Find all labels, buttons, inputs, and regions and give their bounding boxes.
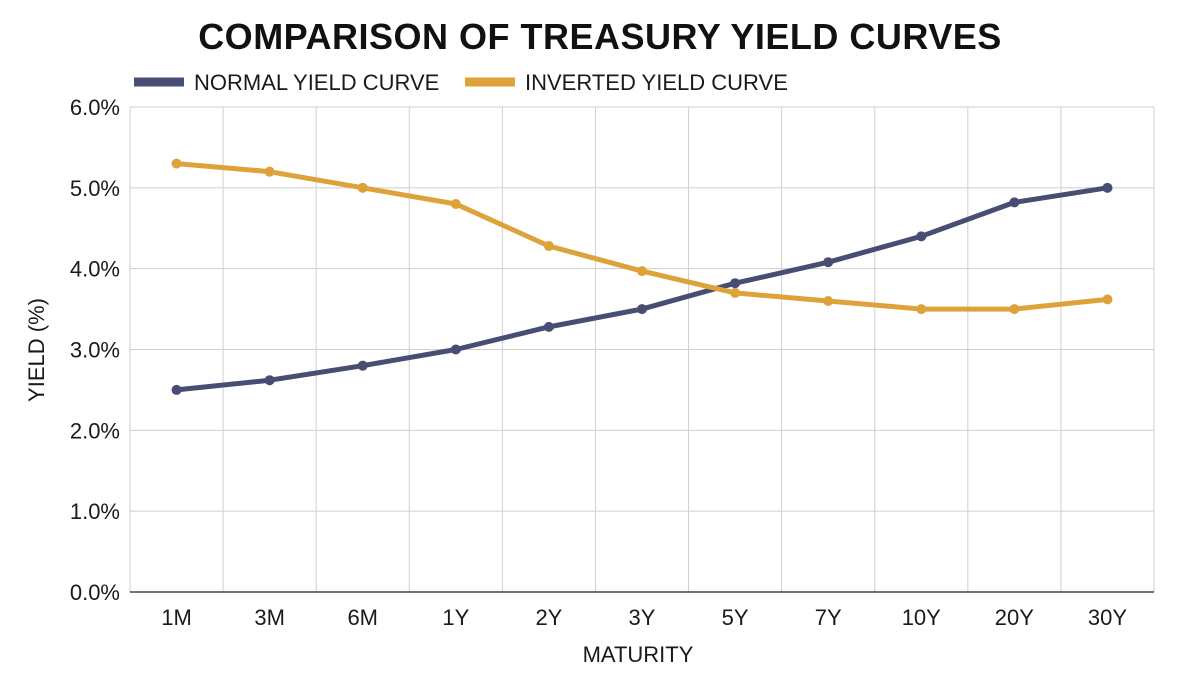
legend: NORMAL YIELD CURVE INVERTED YIELD CURVE [134,70,788,95]
data-point [916,231,927,242]
x-tick-label: 10Y [902,605,941,630]
data-point [823,257,834,268]
data-point [730,287,741,298]
data-point [823,296,834,306]
x-axis-ticks: 1M 3M 6M 1Y 2Y 3Y 5Y 7Y 10Y 20Y 30Y [161,605,1127,630]
data-point [916,304,927,315]
data-point [1009,197,1020,208]
series-layer [171,158,1113,395]
y-tick-label: 5.0% [70,176,120,201]
grid [129,106,1155,593]
x-tick-label: 3Y [629,605,656,630]
legend-label: NORMAL YIELD CURVE [194,70,439,95]
y-tick-label: 0.0% [70,580,120,605]
data-point [1009,304,1020,315]
y-tick-label: 1.0% [70,499,120,524]
y-tick-label: 4.0% [70,257,120,282]
chart-title: COMPARISON OF TREASURY YIELD CURVES [198,16,1002,57]
legend-item: INVERTED YIELD CURVE [465,70,788,95]
data-point [1102,182,1113,193]
legend-label: INVERTED YIELD CURVE [525,70,788,95]
data-point [1102,294,1113,305]
x-tick-label: 1M [161,605,192,630]
series-1 [171,182,1113,395]
data-point [637,304,647,315]
x-tick-label: 2Y [535,605,562,630]
data-point [171,158,182,169]
data-point [450,344,461,355]
y-tick-label: 6.0% [70,95,120,120]
x-tick-label: 5Y [722,605,749,630]
data-point [264,375,275,386]
data-point [543,241,554,252]
data-point [171,384,182,395]
y-tick-label: 2.0% [70,418,120,443]
x-axis-title: MATURITY [583,642,694,667]
x-tick-label: 30Y [1088,605,1127,630]
data-point [357,182,368,193]
x-tick-label: 7Y [815,605,842,630]
x-tick-label: 1Y [442,605,469,630]
x-tick-label: 6M [347,605,378,630]
x-tick-label: 20Y [995,605,1034,630]
y-axis-title: YIELD (%) [24,298,49,402]
legend-item: NORMAL YIELD CURVE [134,70,439,95]
y-tick-label: 3.0% [70,338,120,363]
data-point [637,266,647,277]
data-point [543,321,554,332]
data-point [730,278,741,289]
data-point [264,166,275,177]
data-point [357,360,368,371]
data-point [450,199,461,209]
series-2 [171,158,1113,315]
x-tick-label: 3M [254,605,285,630]
y-axis-ticks: 0.0% 1.0% 2.0% 3.0% 4.0% 5.0% 6.0% [70,95,120,605]
